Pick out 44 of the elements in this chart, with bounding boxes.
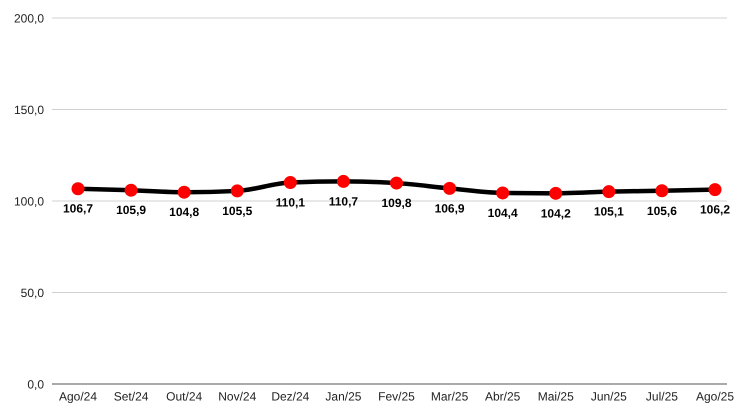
data-label: 105,9 [116, 203, 146, 218]
data-label: 106,7 [62, 202, 94, 216]
point [284, 176, 297, 190]
x-tick-label: Set/24 [114, 390, 149, 404]
x-tick-label: Out/24 [166, 390, 202, 404]
y-tick-label: 100,0 [14, 194, 44, 208]
x-tick-label: Mar/25 [430, 390, 469, 404]
data-label: 110,7 [328, 194, 358, 208]
x-tick-label: Fev/25 [378, 390, 416, 404]
data-label: 106,9 [434, 201, 465, 216]
point [443, 182, 456, 195]
point [336, 174, 350, 188]
data-label: 109,8 [381, 196, 412, 210]
x-tick-label: Ago/24 [58, 390, 98, 404]
point [72, 182, 84, 196]
point [124, 184, 138, 197]
point [708, 183, 722, 196]
point [178, 186, 191, 199]
y-tick-label: 150,0 [14, 102, 44, 117]
x-tick-label: Dez/24 [271, 390, 310, 404]
point [390, 176, 403, 190]
x-tick-label: Nov/24 [218, 390, 257, 404]
x-tick-label: Jan/25 [325, 390, 362, 404]
point [602, 185, 616, 198]
y-tick-label: 0,0 [27, 377, 44, 392]
point [230, 184, 244, 198]
x-tick-label: Jun/25 [590, 390, 628, 404]
data-label: 110,1 [276, 196, 306, 210]
point [549, 186, 562, 200]
data-label: 104,2 [540, 206, 572, 220]
data-label: 105,6 [646, 204, 678, 218]
data-label: 105,5 [222, 204, 253, 218]
data-label: 104,4 [488, 206, 518, 220]
x-tick-label: Abr/25 [484, 390, 521, 404]
point [655, 184, 668, 198]
data-label: 106,2 [700, 202, 730, 217]
point [496, 186, 510, 200]
y-tick-label: 50,0 [20, 286, 44, 300]
y-tick-label: 200,0 [14, 11, 44, 26]
x-tick-label: Jul/25 [646, 390, 678, 404]
data-label: 104,8 [169, 205, 200, 220]
x-tick-label: Ago/25 [696, 390, 734, 404]
data-label: 105,1 [594, 204, 624, 219]
x-tick-label: Mai/25 [538, 390, 574, 404]
